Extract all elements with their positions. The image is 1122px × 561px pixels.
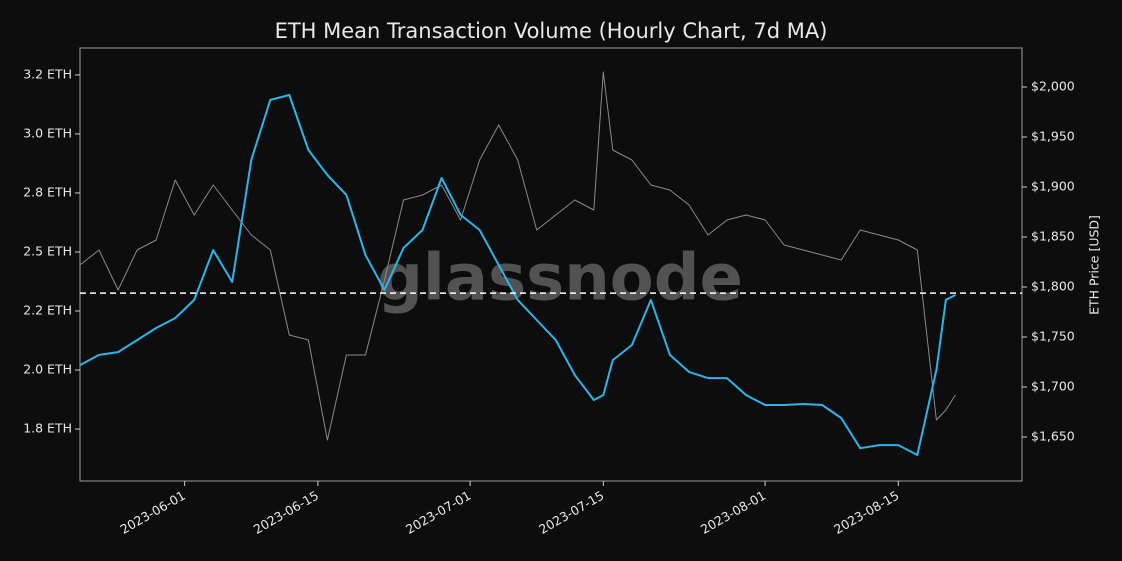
y2-tick-label: $1,900	[1031, 179, 1075, 194]
y-tick-label: 1.8 ETH	[23, 421, 72, 436]
y-tick-label: 3.2 ETH	[23, 66, 72, 81]
y2-tick-label: $1,850	[1031, 229, 1075, 244]
y2-tick-label: $1,650	[1031, 429, 1075, 444]
y-tick-label: 2.2 ETH	[23, 303, 72, 318]
y-tick-label: 2.5 ETH	[23, 243, 72, 258]
watermark: glassnode	[377, 242, 743, 316]
y-tick-label: 2.8 ETH	[23, 184, 72, 199]
y2-tick-label: $1,800	[1031, 279, 1075, 294]
series-line	[79, 94, 956, 456]
y-tick-label: 3.0 ETH	[23, 125, 72, 140]
y2-tick-label: $1,750	[1031, 329, 1075, 344]
y2-tick-label: $2,000	[1031, 79, 1075, 94]
y2-tick-label: $1,700	[1031, 379, 1075, 394]
y2-tick-label: $1,950	[1031, 129, 1075, 144]
y-tick-label: 2.0 ETH	[23, 362, 72, 377]
chart-title: ETH Mean Transaction Volume (Hourly Char…	[275, 19, 828, 43]
y2-axis-label: ETH Price [USD]	[1087, 215, 1102, 315]
series-line	[79, 71, 956, 441]
